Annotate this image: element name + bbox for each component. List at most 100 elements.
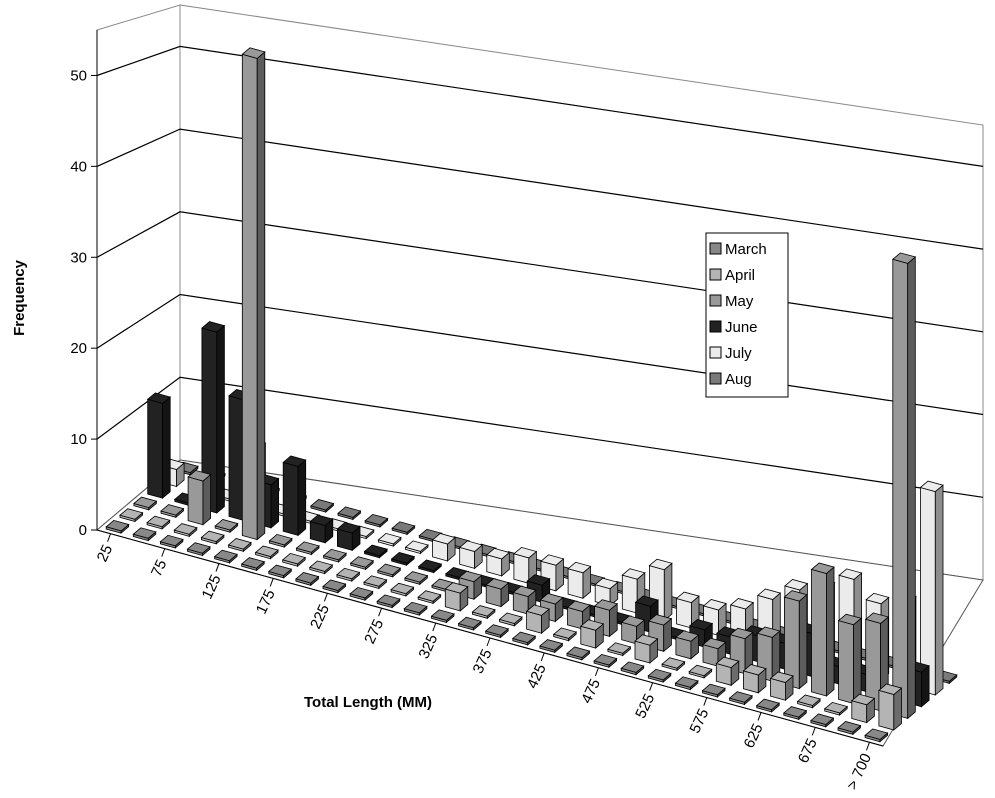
- bar-march-125: [213, 549, 238, 564]
- bar-march-225: [322, 579, 347, 594]
- bar-march-25: [105, 519, 130, 534]
- bar-april-125: [227, 538, 252, 553]
- x-tick-mark: [540, 652, 545, 662]
- bar-june-275: [417, 559, 443, 574]
- x-tick-mark: [215, 563, 220, 572]
- x-tick-label: 25: [94, 542, 116, 564]
- x-tick-label: 225: [307, 602, 333, 632]
- x-tick-label: 175: [253, 587, 279, 617]
- bar-april-100: [200, 530, 225, 545]
- x-tick-label: 575: [686, 706, 712, 736]
- y-tick-label: 30: [70, 249, 87, 266]
- x-tick-label: 675: [795, 736, 821, 766]
- bar-march-700: [864, 728, 889, 743]
- bar-april-475: [607, 642, 632, 657]
- x-tick-label: 525: [632, 691, 658, 721]
- x-tick-mark: [811, 727, 816, 736]
- legend-label: June: [725, 319, 758, 336]
- bar-june-225: [363, 544, 388, 559]
- legend-swatch: [709, 294, 722, 307]
- bar-march-575: [701, 683, 726, 698]
- bar-april-675: [823, 701, 849, 716]
- gridline: [96, 376, 984, 498]
- bar-march-325: [430, 609, 455, 624]
- bar-march-475: [593, 653, 618, 669]
- bar-march-250: [349, 586, 374, 602]
- legend-label: May: [725, 293, 754, 310]
- bar-april-375: [498, 612, 523, 627]
- bar-april-300: [417, 590, 442, 605]
- gridline: [96, 128, 984, 250]
- bar-march-375: [484, 624, 510, 639]
- bar-april-425: [552, 627, 578, 642]
- bar-aug-175: [337, 506, 362, 521]
- x-tick-mark: [865, 742, 870, 751]
- legend-label: July: [725, 345, 752, 362]
- bar-march-550: [674, 676, 699, 691]
- bar-july-700: [919, 480, 944, 696]
- legend-swatch: [709, 346, 722, 359]
- bar-march-75: [159, 534, 184, 549]
- bar-may-175: [295, 541, 320, 556]
- x-tick-mark: [378, 608, 383, 617]
- legend: March April May June July Aug: [705, 232, 789, 398]
- gridlines: [96, 45, 984, 498]
- x-tick-label: 625: [741, 721, 767, 751]
- x-tick-label: > 700: [844, 751, 875, 793]
- bar-april-600: [742, 664, 767, 694]
- bar-march-625: [755, 698, 781, 713]
- bar-april-550: [688, 664, 713, 679]
- bar-april-450: [579, 619, 605, 649]
- bar-july-300: [458, 540, 484, 570]
- bar-march-675: [810, 713, 835, 728]
- bar-april-350: [471, 605, 496, 620]
- x-tick-mark: [161, 548, 166, 557]
- bar-may-75: [187, 469, 212, 526]
- bar-march-350: [457, 616, 482, 631]
- bar-may-650: [810, 562, 835, 697]
- bar-april-700: [850, 693, 876, 724]
- bar-march-450: [566, 646, 591, 661]
- x-axis-title: Total Length (MM): [304, 694, 432, 711]
- x-tick-label: 275: [361, 617, 387, 647]
- bar-march-500: [620, 661, 645, 676]
- x-tick-mark: [649, 682, 654, 691]
- bar-march-425: [539, 639, 564, 654]
- bar-may-350: [485, 578, 510, 608]
- bar-april-575: [715, 656, 740, 687]
- bar-july-250: [404, 540, 429, 555]
- bar-june-75: [201, 321, 226, 514]
- bar-june-25: [146, 392, 172, 499]
- bar-july-325: [485, 547, 511, 577]
- bar-may-225: [349, 556, 375, 571]
- bar-june-250: [390, 552, 416, 567]
- bar-march-150: [240, 557, 266, 572]
- bar-april-50: [146, 515, 171, 530]
- bar-june-150: [282, 455, 307, 537]
- bar-march-600: [728, 691, 753, 706]
- bar-april-500: [634, 634, 659, 664]
- bar-april-650: [796, 694, 821, 709]
- y-tick-label: 0: [79, 522, 87, 539]
- bar-may-200: [322, 548, 347, 563]
- bar-march-400: [511, 631, 537, 646]
- bar-may-675: [837, 613, 862, 705]
- bar-april-200: [308, 560, 334, 575]
- x-tick-label: 125: [199, 572, 225, 602]
- bar-april-250: [363, 575, 388, 590]
- legend-swatch: [709, 320, 722, 333]
- bar-march-50: [132, 527, 157, 542]
- bar-may-275: [404, 571, 429, 586]
- bar-may-250: [376, 563, 402, 578]
- x-tick-label: 75: [148, 557, 170, 579]
- y-tick-label: 10: [70, 431, 87, 448]
- x-tick-label: 425: [524, 661, 550, 691]
- bar-july-350: [513, 546, 538, 585]
- x-tick-mark: [594, 667, 599, 676]
- bar-may-550: [702, 637, 727, 668]
- bar-april-525: [661, 657, 686, 672]
- legend-swatch: [709, 242, 722, 255]
- bar-march-275: [376, 594, 401, 609]
